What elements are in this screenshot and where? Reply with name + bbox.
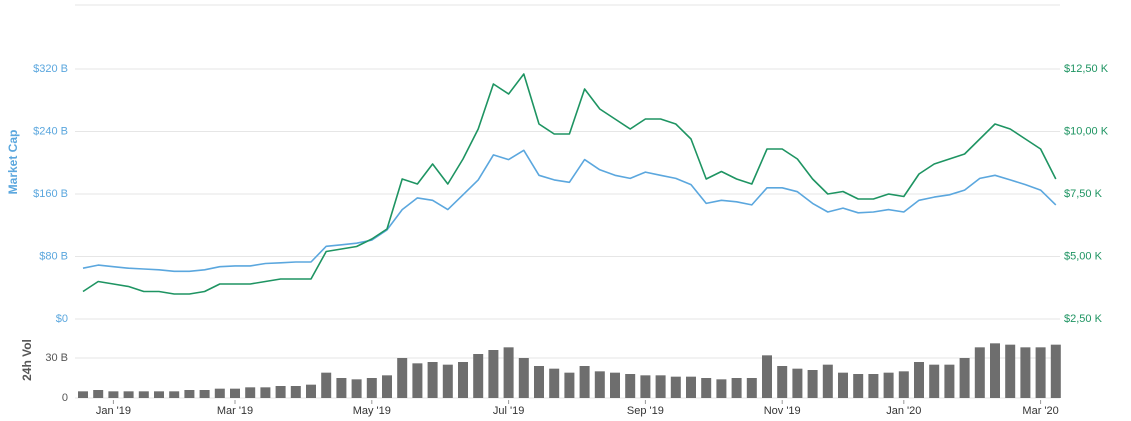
volume-bar	[518, 358, 529, 398]
volume-bar	[959, 358, 970, 398]
volume-bar	[366, 378, 377, 398]
volume-bar	[260, 387, 271, 398]
series-line	[82, 149, 1057, 273]
volume-bar	[670, 376, 681, 398]
volume-bar	[716, 379, 727, 398]
volume-bar	[382, 375, 392, 398]
volume-bar	[792, 368, 803, 398]
volume-bar	[822, 364, 833, 398]
volume-bar	[594, 371, 605, 398]
volume-bar	[898, 371, 909, 398]
volume-bar	[686, 376, 696, 398]
volume-bar	[746, 378, 757, 398]
volume-bar	[655, 375, 666, 398]
volume-bar	[974, 347, 985, 398]
volume-bar	[990, 343, 1000, 398]
x-tick-label: Mar '20	[1022, 405, 1058, 417]
volume-bar	[230, 388, 240, 398]
x-tick-label: Sep '19	[627, 405, 664, 417]
y-tick-label: 0	[62, 392, 68, 404]
volume-bar	[564, 372, 575, 398]
y2-tick-label: $10,00 K	[1064, 125, 1109, 137]
volume-bar	[458, 362, 468, 398]
volume-bar	[777, 366, 788, 398]
series-line	[82, 73, 1057, 295]
volume-bar	[108, 391, 119, 398]
y2-tick-label: $5,00 K	[1064, 250, 1103, 262]
volume-bar	[138, 391, 149, 398]
y-tick-label: $160 B	[33, 188, 68, 200]
y-axis-title: Market Cap	[6, 130, 20, 195]
volume-bar	[944, 364, 955, 398]
volume-bar	[275, 386, 286, 398]
volume-bar	[123, 391, 134, 398]
volume-bar	[807, 370, 818, 398]
y-tick-label: $0	[56, 313, 68, 325]
y-tick-label: $80 B	[39, 250, 68, 262]
x-tick-label: Jul '19	[493, 405, 524, 417]
volume-bar	[184, 390, 195, 398]
volume-bar	[488, 350, 499, 398]
volume-bar	[549, 368, 560, 398]
x-tick-label: May '19	[353, 405, 391, 417]
volume-bar	[883, 372, 894, 398]
volume-bar	[731, 378, 742, 398]
volume-bar	[290, 386, 301, 398]
volume-bar	[1050, 344, 1061, 398]
y2-tick-label: $2,50 K	[1064, 313, 1103, 325]
volume-bar	[868, 374, 879, 398]
volume-bar	[214, 388, 225, 398]
volume-bar	[762, 355, 772, 398]
volume-bar	[640, 375, 651, 398]
volume-bar	[199, 390, 210, 398]
y2-tick-label: $7,50 K	[1064, 188, 1103, 200]
x-tick-label: Mar '19	[217, 405, 253, 417]
y-axis-title: 24h Vol	[20, 339, 34, 381]
volume-bar	[838, 372, 848, 398]
x-tick-label: Jan '19	[96, 405, 131, 417]
volume-bar	[534, 366, 544, 398]
volume-bar	[306, 384, 316, 398]
volume-bar	[929, 364, 940, 398]
volume-bar	[610, 372, 620, 398]
volume-bar	[427, 362, 438, 398]
volume-bar	[154, 391, 164, 398]
volume-bar	[579, 366, 590, 398]
volume-bar	[1005, 344, 1016, 398]
volume-bar	[914, 362, 924, 398]
volume-bar	[78, 391, 88, 398]
y-tick-label: $320 B	[33, 63, 68, 75]
volume-bar	[336, 378, 347, 398]
volume-bar	[245, 387, 256, 398]
volume-bar	[1020, 347, 1031, 398]
x-tick-label: Jan '20	[886, 405, 921, 417]
volume-bar	[473, 354, 484, 398]
y-tick-label: $240 B	[33, 125, 68, 137]
volume-bar	[701, 378, 712, 398]
volume-bar	[397, 358, 408, 398]
x-tick-label: Nov '19	[764, 405, 801, 417]
volume-bar	[503, 347, 514, 398]
volume-bar	[853, 374, 864, 398]
volume-bar	[442, 364, 453, 398]
y2-tick-label: $12,50 K	[1064, 63, 1109, 75]
volume-bar	[412, 363, 423, 398]
volume-bar	[1035, 347, 1046, 398]
volume-bar	[625, 374, 636, 398]
y-tick-label: 30 B	[45, 352, 68, 364]
volume-bar	[351, 379, 362, 398]
volume-bar	[321, 372, 332, 398]
volume-bar	[169, 391, 180, 398]
volume-bar	[93, 390, 104, 398]
